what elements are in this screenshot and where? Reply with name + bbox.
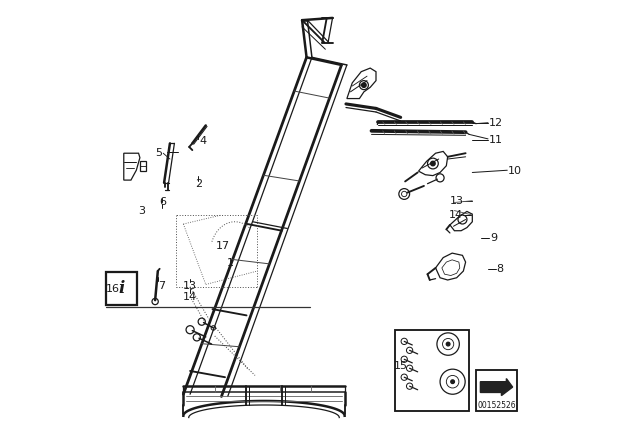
Text: 6: 6 — [159, 198, 166, 207]
Text: 9: 9 — [490, 233, 497, 243]
Bar — [396, 330, 469, 411]
Bar — [106, 272, 137, 305]
Text: 8: 8 — [496, 264, 503, 274]
Text: 7: 7 — [158, 281, 165, 291]
Circle shape — [431, 161, 435, 166]
Text: 1: 1 — [227, 258, 234, 268]
Bar — [476, 370, 517, 411]
Text: 12: 12 — [488, 118, 502, 128]
Text: 13: 13 — [449, 196, 463, 206]
Text: 10: 10 — [508, 166, 522, 176]
Circle shape — [451, 380, 454, 383]
Polygon shape — [481, 379, 513, 396]
Text: 16: 16 — [106, 284, 120, 294]
Circle shape — [446, 342, 450, 346]
Text: 00152526: 00152526 — [477, 401, 516, 410]
Text: 4: 4 — [200, 136, 207, 146]
Text: 2: 2 — [195, 179, 203, 189]
Text: 14: 14 — [449, 210, 463, 220]
Text: 13: 13 — [183, 281, 197, 291]
Circle shape — [362, 83, 366, 87]
Text: 3: 3 — [139, 206, 145, 215]
Text: 14: 14 — [183, 292, 197, 302]
Text: i: i — [118, 280, 125, 297]
Text: 17: 17 — [216, 241, 230, 250]
Text: 5: 5 — [156, 148, 163, 158]
Text: 15: 15 — [394, 362, 408, 371]
Text: 11: 11 — [488, 135, 502, 145]
